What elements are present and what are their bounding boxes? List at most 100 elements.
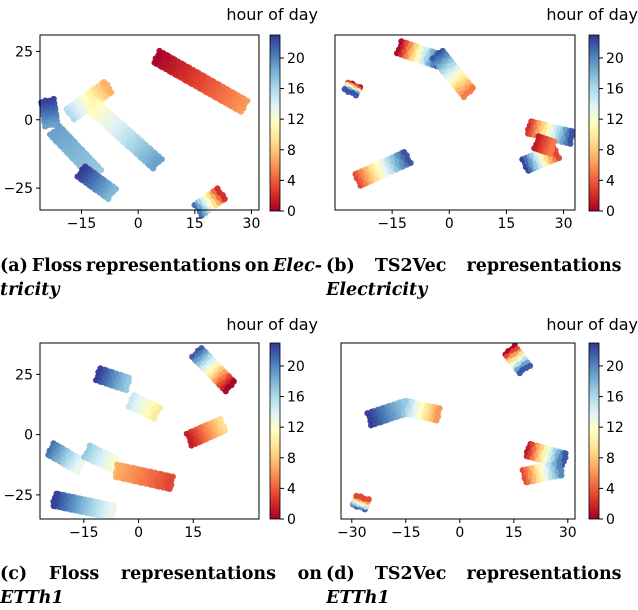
data-point <box>516 370 523 377</box>
y-tick-label: 0 <box>24 113 33 129</box>
data-point <box>166 485 173 492</box>
y-tick-label: −25 <box>3 488 33 504</box>
data-point <box>547 150 554 157</box>
data-point <box>105 195 112 202</box>
data-point <box>237 108 244 115</box>
colorbar-tick-label: 12 <box>287 112 305 128</box>
caption-a-line2: tricity <box>0 278 322 302</box>
colorbar <box>588 34 600 212</box>
data-point <box>221 427 229 434</box>
data-points <box>350 342 569 513</box>
colorbar-tick-label: 8 <box>287 451 296 467</box>
data-point <box>151 415 158 422</box>
scatter-panel-b: −15 0 15 30 0 4 8 12 16 20 hour of day <box>334 5 638 232</box>
x-tick-label: −15 <box>69 525 99 541</box>
colorbar-tick-label: 12 <box>606 420 624 436</box>
x-tick-label: −15 <box>391 525 421 541</box>
plot-frame <box>340 342 576 520</box>
data-point <box>407 159 414 166</box>
data-point <box>558 467 565 475</box>
colorbar-tick-label: 0 <box>606 512 615 528</box>
data-point <box>168 477 175 484</box>
data-point <box>42 123 49 130</box>
x-tick-label: −15 <box>67 216 97 232</box>
colorbar-tick-label: 20 <box>606 51 624 67</box>
caption-dataset: Electricity <box>326 280 428 300</box>
data-point <box>434 409 442 416</box>
data-point <box>50 121 57 128</box>
caption-word: (b) <box>326 256 355 276</box>
colorbar-tick-label: 20 <box>287 359 305 375</box>
caption-d: (d) TS2Vec representations on ETTh1 <box>326 562 638 610</box>
caption-word: on <box>244 256 270 276</box>
caption-dataset: tricity <box>0 280 60 300</box>
caption-word: (a) <box>0 256 28 276</box>
y-tick-label: 25 <box>15 44 33 60</box>
colorbar-title: hour of day <box>226 5 318 24</box>
data-point <box>567 136 574 143</box>
x-tick-label: 30 <box>559 525 577 541</box>
colorbar-tick-label: 12 <box>287 420 305 436</box>
colorbar-tick-label: 12 <box>606 112 624 128</box>
colorbar-tick-label: 8 <box>606 451 615 467</box>
colorbar-tick-label: 16 <box>606 82 624 98</box>
data-point <box>109 515 116 522</box>
caption-b: (b) TS2Vec representations on Electricit… <box>326 254 638 302</box>
data-point <box>106 466 114 473</box>
y-tick-label: 25 <box>15 367 33 383</box>
caption-d-line1: (d) TS2Vec representations on <box>326 562 638 586</box>
scatter-panel-c: −15 0 15 25 0 −25 0 4 8 12 16 20 hour of day <box>3 315 318 541</box>
caption-b-line2: Electricity <box>326 278 638 302</box>
plot-frame <box>334 34 576 211</box>
caption-dataset: ETTh1 <box>0 588 64 608</box>
caption-c-line1: (c) Floss representations on <box>0 562 322 586</box>
data-point <box>562 450 569 457</box>
data-point <box>222 388 229 395</box>
colorbar-title: hour of day <box>546 5 638 24</box>
colorbar-tick-label: 16 <box>287 82 305 98</box>
data-point <box>365 496 372 503</box>
data-point <box>341 86 348 93</box>
x-tick-label: 0 <box>445 216 454 232</box>
data-point <box>555 155 563 162</box>
colorbar-title: hour of day <box>546 315 638 334</box>
caption-word: TS2Vec <box>374 256 447 276</box>
caption-a-line1: (a) Floss representations on Elec- <box>0 254 322 278</box>
scatter-panel-a: −15 0 15 30 25 0 −25 0 4 8 12 16 20 hour of day <box>3 5 318 232</box>
caption-b-line1: (b) TS2Vec representations on <box>326 254 638 278</box>
x-tick-label: 0 <box>455 525 464 541</box>
data-point <box>221 195 228 202</box>
plot-frame <box>39 342 260 520</box>
colorbar-tick-label: 0 <box>606 204 615 220</box>
colorbar <box>588 342 600 520</box>
colorbar-tick-label: 20 <box>287 51 305 67</box>
colorbar-tick-label: 16 <box>287 390 305 406</box>
colorbar-tick-label: 8 <box>606 143 615 159</box>
data-points <box>45 345 237 522</box>
caption-word: on <box>297 564 322 584</box>
colorbar-tick-label: 4 <box>287 481 296 497</box>
y-tick-label: 0 <box>24 428 33 444</box>
colorbar-tick-label: 4 <box>606 173 615 189</box>
colorbar <box>269 34 281 212</box>
x-tick-label: 15 <box>186 216 204 232</box>
data-point <box>108 89 115 96</box>
caption-dataset: ETTh1 <box>326 588 390 608</box>
colorbar-tick-label: 20 <box>606 359 624 375</box>
colorbar-tick-label: 4 <box>287 173 296 189</box>
x-tick-label: −15 <box>377 216 407 232</box>
scatter-panel-d: −30 −15 0 15 30 0 4 8 12 16 20 hour of day <box>337 315 638 541</box>
caption-word: Floss <box>48 564 100 584</box>
colorbar <box>269 342 281 520</box>
caption-word: representations <box>85 256 241 276</box>
data-point <box>150 165 157 172</box>
caption-word: Floss <box>31 256 83 276</box>
caption-word: representations <box>120 564 276 584</box>
data-point <box>433 417 440 424</box>
colorbar-tick-label: 16 <box>606 390 624 406</box>
data-point <box>567 140 574 147</box>
caption-word: representations <box>466 564 622 584</box>
caption-word: (d) <box>326 564 355 584</box>
